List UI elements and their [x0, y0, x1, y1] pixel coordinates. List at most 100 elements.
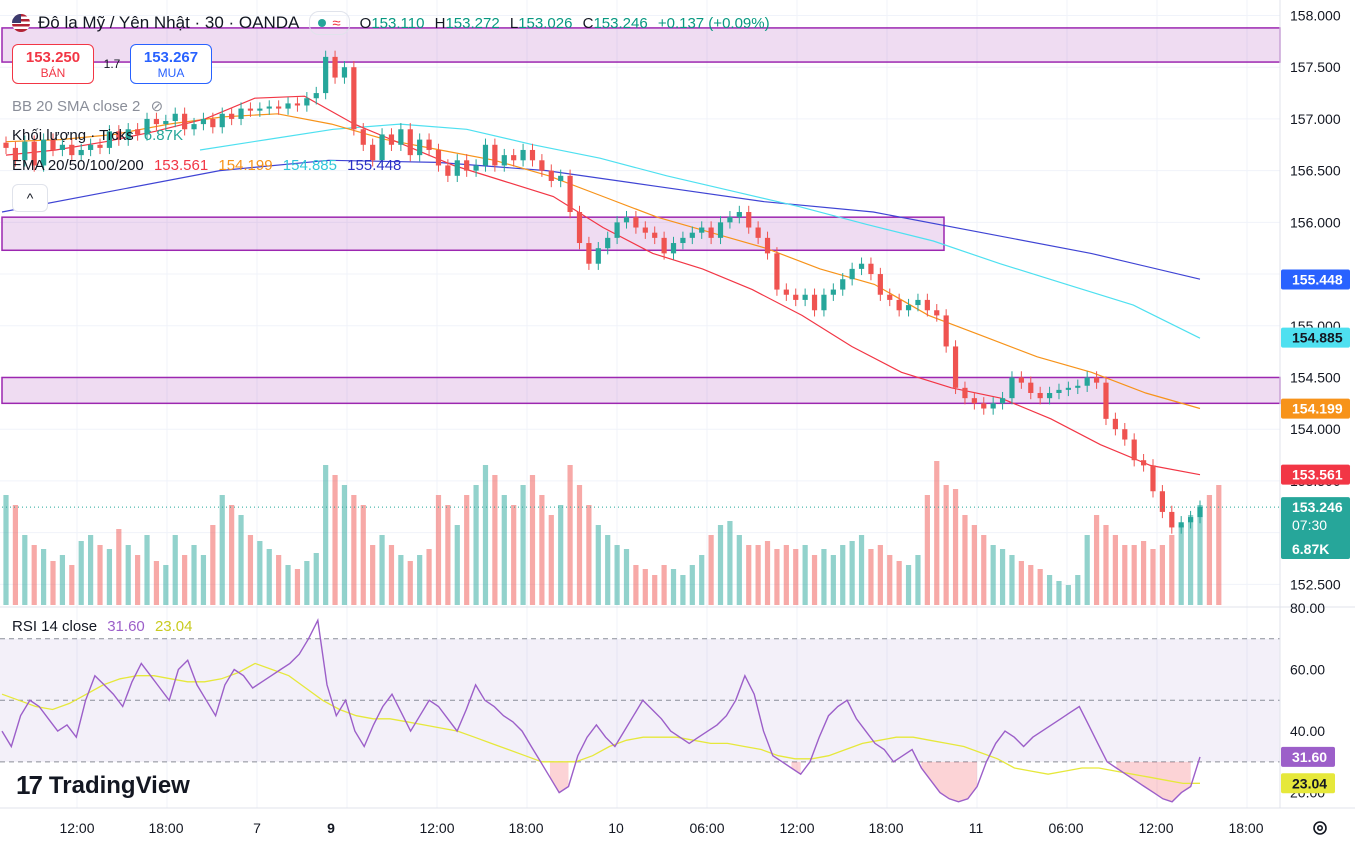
volume-bar — [999, 549, 1006, 605]
volume-bar — [1197, 505, 1203, 605]
candle-body — [341, 67, 348, 78]
candle — [464, 154, 470, 177]
collapse-legend-button[interactable]: ^ — [12, 184, 48, 212]
volume-bar — [576, 485, 583, 605]
ema20-line — [5, 95, 1201, 476]
candle — [1131, 433, 1137, 467]
candle — [1103, 376, 1109, 426]
candle-body — [1150, 465, 1156, 492]
volume-bar — [868, 549, 874, 605]
candle — [924, 293, 930, 317]
volume-bar — [840, 545, 846, 605]
volume-bar — [1018, 561, 1024, 605]
candle — [952, 340, 959, 395]
candle — [69, 138, 75, 162]
candle-body — [3, 142, 9, 148]
volume-bar — [764, 541, 771, 605]
volume-bar — [341, 485, 348, 605]
candle — [793, 288, 799, 307]
ohlc-readout: O153.110 H153.272 L153.026 C153.246 +0.1… — [359, 14, 770, 32]
volume-legend[interactable]: Khối lượng · Ticks 6.87K — [12, 127, 183, 144]
candle-body — [125, 129, 131, 140]
candle — [1187, 510, 1194, 529]
candle — [247, 102, 254, 117]
candle-body — [887, 294, 893, 300]
volume-bar — [219, 495, 225, 605]
volume-bar — [435, 495, 442, 605]
rsi-legend[interactable]: RSI 14 close 31.60 23.04 — [12, 618, 193, 635]
candle — [623, 210, 630, 229]
candle-body — [59, 144, 66, 150]
rsi-ma-line — [1, 662, 1201, 785]
volume-bar — [548, 515, 554, 605]
market-status-pill[interactable]: ≈ — [309, 11, 350, 35]
candle — [962, 381, 968, 405]
candle — [407, 123, 413, 162]
candle — [294, 97, 301, 112]
price-tick-label: 157.000 — [1290, 111, 1341, 127]
volume-bar — [943, 485, 949, 605]
volume-bar — [905, 565, 912, 605]
bb-legend[interactable]: BB 20 SMA close 2 ⊘ — [12, 98, 164, 115]
volume-bar — [1216, 485, 1222, 605]
candle-body — [661, 237, 667, 254]
candle-body — [351, 67, 357, 130]
price-badge-label: 154.885 — [1292, 330, 1343, 346]
price-badge-bg — [1281, 269, 1350, 290]
ema-legend[interactable]: EMA 20/50/100/200 153.561 154.199 154.88… — [12, 157, 402, 174]
candle-body — [1103, 382, 1109, 419]
tradingview-logo[interactable]: 17 TradingView — [16, 770, 190, 801]
candle — [764, 231, 771, 260]
candle-body — [501, 155, 507, 166]
candle — [699, 221, 705, 239]
candle — [313, 86, 319, 105]
candle-body — [520, 149, 526, 161]
candle — [229, 107, 235, 126]
volume-bar — [990, 545, 996, 605]
volume-bar — [116, 529, 122, 605]
volume-bar — [934, 461, 940, 605]
candle — [1140, 454, 1147, 472]
candle — [1169, 505, 1175, 534]
volume-bar — [567, 465, 573, 605]
price-tick-label: 157.500 — [1290, 59, 1341, 75]
candle-body — [652, 232, 658, 238]
candle — [1150, 459, 1156, 498]
candle-body — [135, 129, 141, 135]
price-badge-bg — [1281, 327, 1350, 348]
settings-gear-icon[interactable] — [1310, 818, 1330, 838]
volume-bars — [3, 461, 1222, 605]
symbol-title[interactable]: Đô la Mỹ / Yên Nhật · 30 · OANDA — [38, 13, 300, 32]
candle — [652, 226, 658, 245]
hidden-eye-icon[interactable]: ⊘ — [150, 98, 164, 115]
candle-body — [689, 232, 695, 238]
candle — [323, 50, 329, 100]
candle — [717, 216, 724, 245]
volume-bar — [661, 565, 667, 605]
volume-bar — [31, 545, 37, 605]
candle-body — [163, 121, 169, 125]
volume-bar — [1131, 545, 1137, 605]
spread-value: 1.7 — [103, 57, 121, 71]
candle-body — [238, 108, 244, 119]
volume-bar — [529, 475, 536, 605]
volume-bar — [811, 555, 818, 605]
candle-body — [558, 175, 564, 181]
price-badge-label: 153.561 — [1292, 467, 1343, 483]
rsi-line — [1, 617, 1201, 803]
high-value: 153.272 — [445, 14, 500, 32]
candle — [12, 141, 19, 167]
buy-button[interactable]: 153.267 MUA — [130, 44, 212, 84]
volume-bar — [887, 555, 893, 605]
candle-body — [388, 134, 395, 145]
candle-body — [529, 149, 536, 161]
candle-body — [943, 315, 949, 347]
candle — [887, 288, 893, 307]
candle-body — [332, 56, 338, 78]
candle-body — [1046, 392, 1053, 399]
sell-button[interactable]: 153.250 BÁN — [12, 44, 94, 84]
time-tick-label: 11 — [969, 820, 984, 836]
candle-body — [78, 149, 84, 156]
volume-bar — [520, 485, 526, 605]
